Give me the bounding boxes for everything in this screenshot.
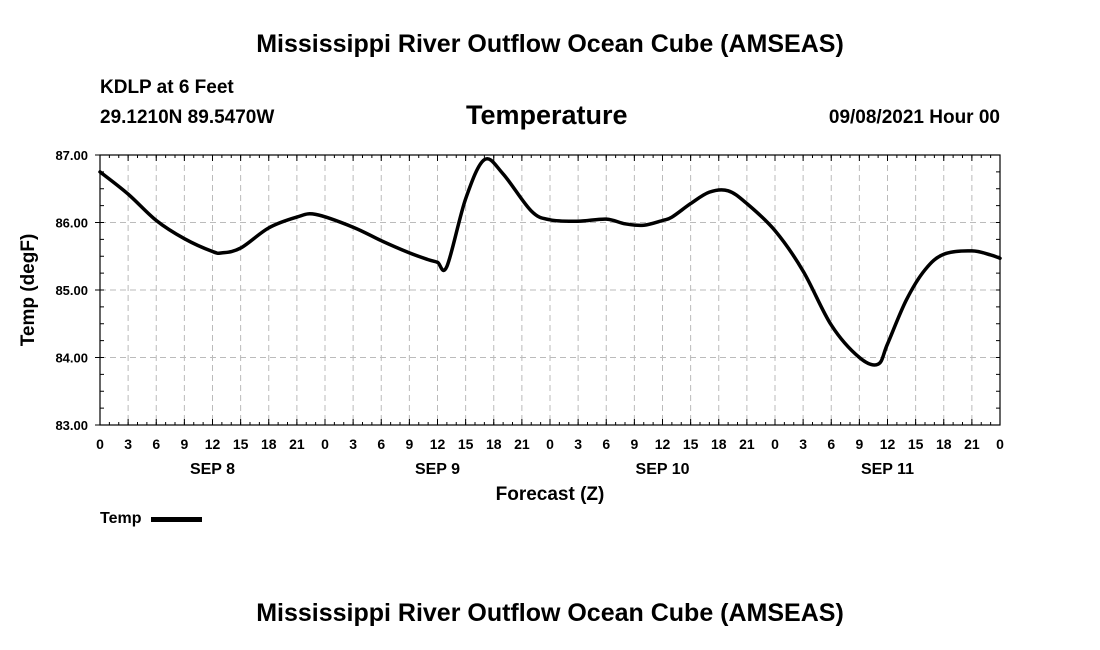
y-tick-labels: 83.00 84.00 85.00 86.00 87.00 xyxy=(55,148,88,433)
x-tick-label: 15 xyxy=(233,436,249,452)
legend-swatch xyxy=(151,516,203,522)
x-tick-label: 0 xyxy=(96,436,104,452)
x-tick-label: 0 xyxy=(321,436,329,452)
x-tick-label: 18 xyxy=(486,436,502,452)
x-tick-label: 12 xyxy=(880,436,896,452)
axis-ticks xyxy=(95,154,1001,426)
y-tick-label: 87.00 xyxy=(55,148,88,163)
temperature-series-line xyxy=(98,157,1002,367)
x-tick-label: 9 xyxy=(180,436,188,452)
y-tick-label: 83.00 xyxy=(55,418,88,433)
day-label: SEP 9 xyxy=(415,461,460,478)
x-axis-label: Forecast (Z) xyxy=(496,484,605,505)
x-tick-label: 3 xyxy=(124,436,132,452)
coordinates-label: 29.1210N 89.5470W xyxy=(100,107,275,128)
y-tick-label: 85.00 xyxy=(55,283,88,298)
x-tick-label: 6 xyxy=(827,436,835,452)
x-tick-label: 15 xyxy=(458,436,474,452)
day-label: SEP 10 xyxy=(636,461,690,478)
x-tick-label: 9 xyxy=(855,436,863,452)
x-tick-label: 3 xyxy=(574,436,582,452)
x-tick-label: 6 xyxy=(602,436,610,452)
x-tick-label: 12 xyxy=(205,436,221,452)
y-tick-label: 86.00 xyxy=(55,216,88,231)
station-label: KDLP at 6 Feet xyxy=(100,77,234,98)
day-label: SEP 8 xyxy=(190,461,235,478)
x-tick-label: 6 xyxy=(377,436,385,452)
footer-title: Mississippi River Outflow Ocean Cube (AM… xyxy=(256,599,844,627)
x-tick-label: 9 xyxy=(405,436,413,452)
y-axis-label: Temp (degF) xyxy=(18,234,39,347)
forecast-datetime: 09/08/2021 Hour 00 xyxy=(828,107,1000,128)
grid-lines xyxy=(100,155,1000,425)
legend: Temp xyxy=(100,510,203,528)
x-tick-label: 12 xyxy=(655,436,671,452)
x-tick-label: 21 xyxy=(964,436,980,452)
x-tick-label: 6 xyxy=(152,436,160,452)
x-tick-label: 0 xyxy=(546,436,554,452)
x-tick-labels: 0 3 6 9 12 15 18 21 0 3 6 9 12 15 18 21 0 3 6 9 12 15 18 21 0 3 6 9… xyxy=(96,436,1004,452)
x-tick-label: 3 xyxy=(799,436,807,452)
x-tick-label: 18 xyxy=(711,436,727,452)
x-tick-label: 0 xyxy=(771,436,779,452)
x-tick-label: 12 xyxy=(430,436,446,452)
day-label: SEP 11 xyxy=(861,461,914,478)
x-tick-label: 9 xyxy=(630,436,638,452)
y-tick-label: 84.00 xyxy=(55,351,88,366)
variable-title: Temperature xyxy=(466,100,628,130)
chart-title: Mississippi River Outflow Ocean Cube (AM… xyxy=(256,30,844,58)
x-tick-label: 0 xyxy=(996,436,1004,452)
legend-label: Temp xyxy=(100,510,142,527)
x-tick-label: 3 xyxy=(349,436,357,452)
x-tick-label: 21 xyxy=(289,436,305,452)
x-tick-label: 15 xyxy=(683,436,699,452)
x-tick-label: 21 xyxy=(739,436,755,452)
day-labels: SEP 8 SEP 9 SEP 10 SEP 11 xyxy=(190,461,914,478)
x-tick-label: 15 xyxy=(908,436,924,452)
x-tick-label: 18 xyxy=(936,436,952,452)
x-tick-label: 21 xyxy=(514,436,530,452)
x-tick-label: 18 xyxy=(261,436,277,452)
